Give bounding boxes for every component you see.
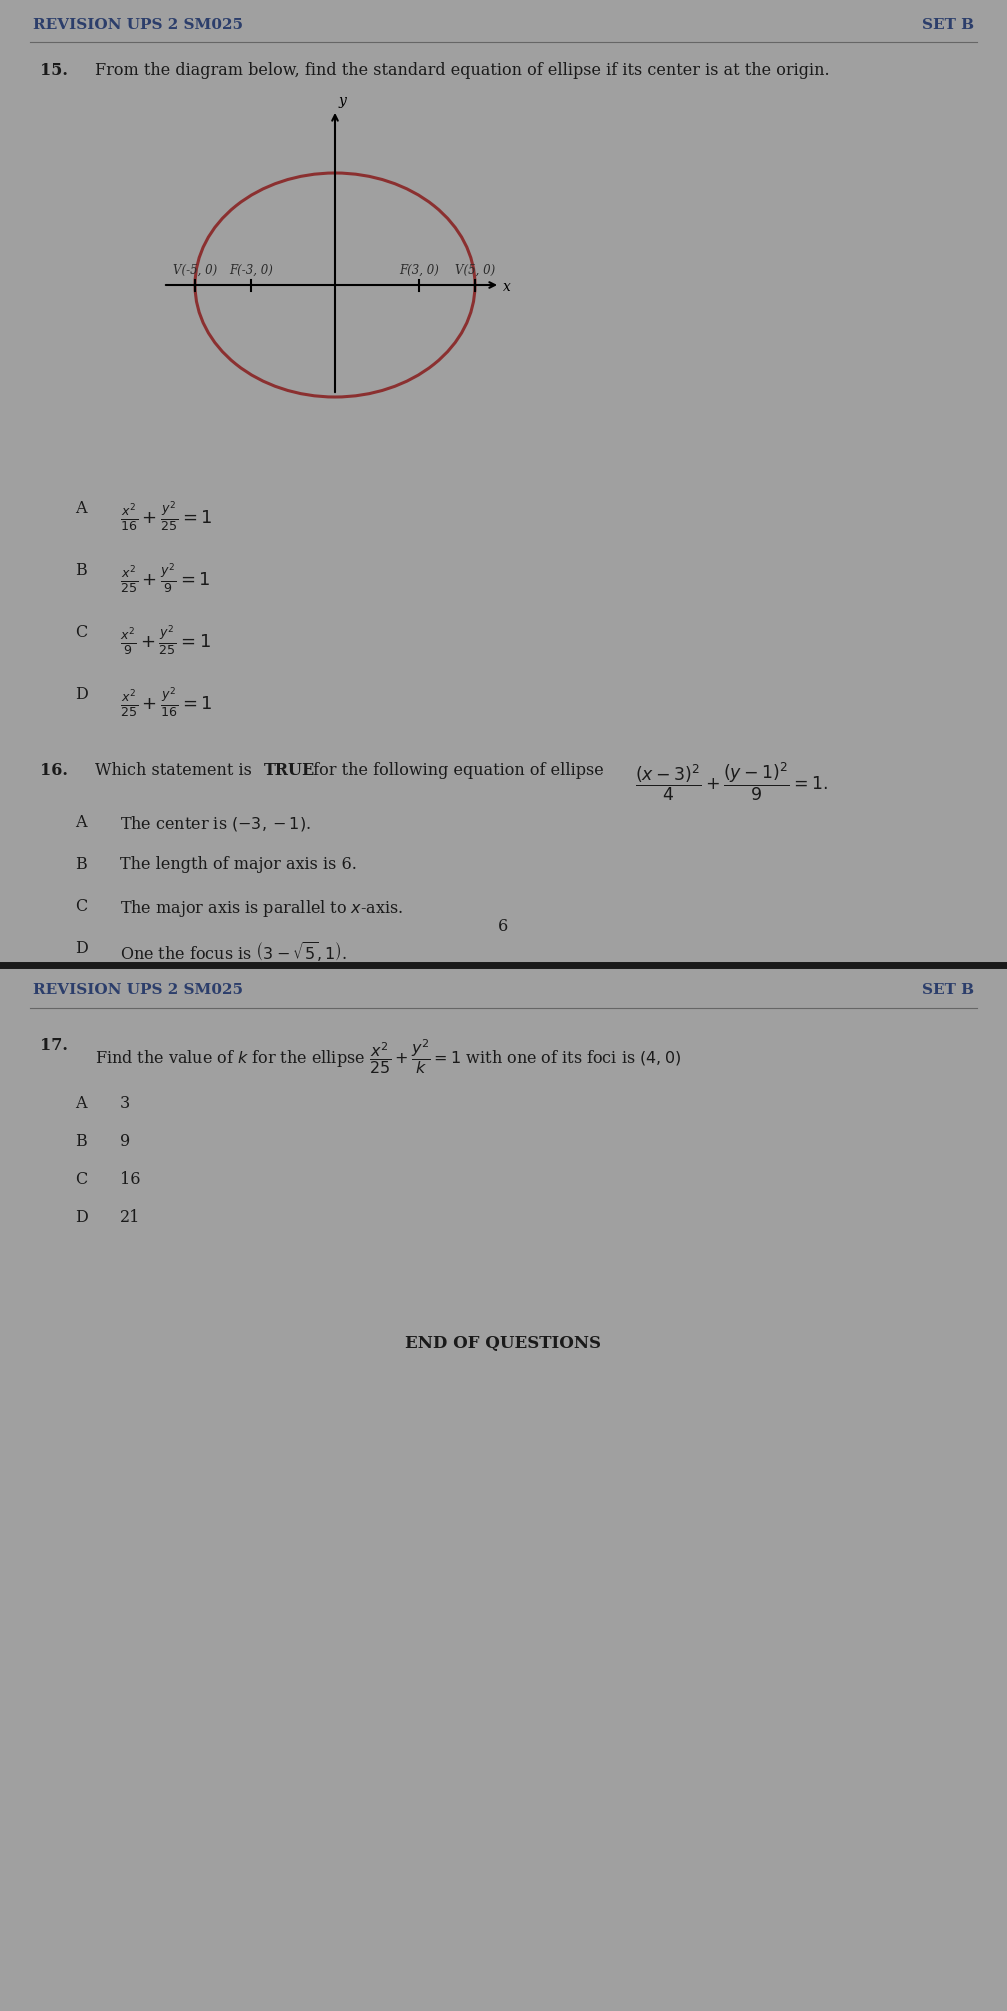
Text: 16: 16 — [120, 1170, 141, 1189]
Text: V(5, 0): V(5, 0) — [455, 263, 495, 278]
Text: One the focus is $\left(3-\sqrt{5},1\right)$.: One the focus is $\left(3-\sqrt{5},1\rig… — [120, 939, 347, 963]
Text: $\frac{x^2}{25}+\frac{y^2}{16}=1$: $\frac{x^2}{25}+\frac{y^2}{16}=1$ — [120, 686, 212, 720]
Text: REVISION UPS 2 SM025: REVISION UPS 2 SM025 — [33, 983, 243, 997]
Text: F(3, 0): F(3, 0) — [399, 263, 439, 278]
Text: D: D — [75, 686, 88, 704]
Text: $\frac{x^2}{16}+\frac{y^2}{25}=1$: $\frac{x^2}{16}+\frac{y^2}{25}=1$ — [120, 501, 212, 535]
Text: 9: 9 — [120, 1132, 130, 1150]
Text: 17.: 17. — [40, 1038, 67, 1054]
Text: B: B — [75, 1132, 87, 1150]
Text: $\dfrac{(x-3)^2}{4}+\dfrac{(y-1)^2}{9}=1.$: $\dfrac{(x-3)^2}{4}+\dfrac{(y-1)^2}{9}=1… — [635, 760, 828, 802]
Text: A: A — [75, 501, 87, 517]
Text: From the diagram below, find the standard equation of ellipse if its center is a: From the diagram below, find the standar… — [95, 62, 830, 78]
Text: C: C — [75, 623, 88, 642]
Text: D: D — [75, 939, 88, 957]
Text: 6: 6 — [497, 917, 509, 935]
Text: Find the value of $k$ for the ellipse $\dfrac{x^2}{25}+\dfrac{y^2}{k}=1$ with on: Find the value of $k$ for the ellipse $\… — [95, 1038, 681, 1076]
Text: F(-3, 0): F(-3, 0) — [229, 263, 273, 278]
Text: The length of major axis is 6.: The length of major axis is 6. — [120, 857, 356, 873]
Text: for the following equation of ellipse: for the following equation of ellipse — [308, 762, 604, 778]
Text: C: C — [75, 1170, 88, 1189]
Text: V(-5, 0): V(-5, 0) — [173, 263, 218, 278]
Text: 21: 21 — [120, 1209, 140, 1227]
Text: The major axis is parallel to $x$-axis.: The major axis is parallel to $x$-axis. — [120, 899, 404, 919]
Text: $\frac{x^2}{9}+\frac{y^2}{25}=1$: $\frac{x^2}{9}+\frac{y^2}{25}=1$ — [120, 623, 210, 658]
Text: D: D — [75, 1209, 88, 1227]
Text: B: B — [75, 857, 87, 873]
Text: Which statement is: Which statement is — [95, 762, 257, 778]
Text: $\frac{x^2}{25}+\frac{y^2}{9}=1$: $\frac{x^2}{25}+\frac{y^2}{9}=1$ — [120, 561, 210, 595]
Text: SET B: SET B — [921, 983, 974, 997]
Text: 16.: 16. — [40, 762, 67, 778]
Text: 3: 3 — [120, 1096, 130, 1112]
Text: B: B — [75, 561, 87, 579]
Text: END OF QUESTIONS: END OF QUESTIONS — [405, 1335, 601, 1351]
Text: x: x — [504, 280, 511, 294]
Text: SET B: SET B — [921, 18, 974, 32]
Text: TRUE: TRUE — [264, 762, 315, 778]
Text: The center is $\left(-3,-1\right)$.: The center is $\left(-3,-1\right)$. — [120, 814, 311, 833]
Text: A: A — [75, 814, 87, 831]
Text: 15.: 15. — [40, 62, 67, 78]
Text: REVISION UPS 2 SM025: REVISION UPS 2 SM025 — [33, 18, 243, 32]
Text: A: A — [75, 1096, 87, 1112]
Text: y: y — [339, 95, 346, 109]
Text: C: C — [75, 899, 88, 915]
